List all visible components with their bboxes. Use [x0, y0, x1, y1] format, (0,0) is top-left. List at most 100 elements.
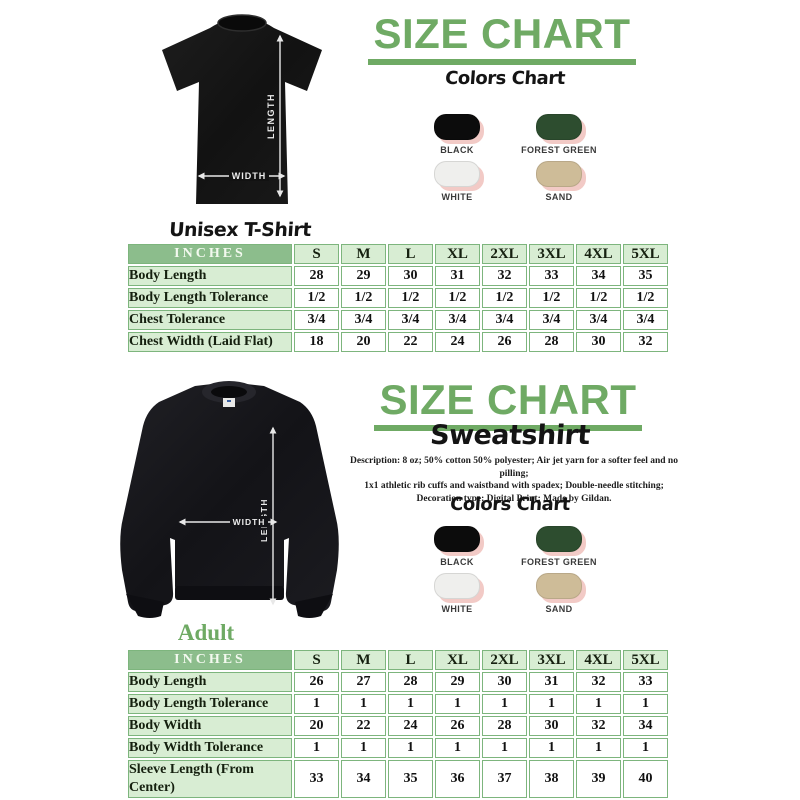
- table-cell: 3/4: [482, 310, 527, 330]
- table-cell: 1: [435, 738, 480, 758]
- color-swatch-item: FOREST GREEN: [504, 114, 614, 155]
- size-column-header: 3XL: [529, 244, 574, 264]
- table-cell: 29: [435, 672, 480, 692]
- table-cell: 22: [388, 332, 433, 352]
- table-cell: 1: [341, 738, 386, 758]
- table-cell: 1: [529, 738, 574, 758]
- color-swatch-label: SAND: [545, 192, 573, 202]
- tshirt-section-title: SIZE CHART: [368, 11, 636, 66]
- row-label: Body Length: [128, 672, 292, 692]
- color-swatch-item: SAND: [504, 573, 614, 614]
- table-cell: 29: [341, 266, 386, 286]
- table-cell: 3/4: [435, 310, 480, 330]
- table-cell: 20: [294, 716, 339, 736]
- size-column-header: XL: [435, 244, 480, 264]
- table-row: Body Length 26 27 28 29 30 31 32 33: [128, 672, 668, 692]
- sweatshirt-body: [120, 382, 339, 612]
- length-measure-label: LENGTH: [266, 93, 276, 139]
- table-cell: 26: [294, 672, 339, 692]
- table-cell: 1: [294, 738, 339, 758]
- table-cell: 33: [623, 672, 668, 692]
- table-cell: 32: [482, 266, 527, 286]
- tshirt-collar: [217, 14, 267, 32]
- table-cell: 28: [294, 266, 339, 286]
- sweatshirt-waistband: [175, 586, 284, 600]
- table-cell: 3/4: [576, 310, 621, 330]
- table-cell: 32: [623, 332, 668, 352]
- description-line: 1x1 athletic rib cuffs and waistband wit…: [364, 481, 664, 491]
- color-swatch-item: FOREST GREEN: [504, 526, 614, 567]
- row-label: Chest Tolerance: [128, 310, 292, 330]
- size-column-header: L: [388, 650, 433, 670]
- color-swatch-label: FOREST GREEN: [521, 145, 597, 155]
- table-cell: 34: [341, 760, 386, 798]
- table-cell: 36: [435, 760, 480, 798]
- table-cell: 1: [529, 694, 574, 714]
- table-cell: 1/2: [341, 288, 386, 308]
- table-cell: 1: [623, 738, 668, 758]
- tshirt-color-swatches: BLACK FOREST GREEN WHITE SAND: [412, 114, 614, 202]
- row-label: Body Width: [128, 716, 292, 736]
- tshirt-caption: Unisex T-Shirt: [168, 219, 312, 241]
- table-cell: 3/4: [623, 310, 668, 330]
- color-swatch-label: BLACK: [440, 557, 474, 567]
- table-cell: 1/2: [576, 288, 621, 308]
- table-cell: 28: [482, 716, 527, 736]
- sweatshirt-section-title: SIZE CHART: [374, 377, 642, 432]
- sweatshirt-size-table: INCHES S M L XL 2XL 3XL 4XL 5XL Body Length 26 27 28…: [126, 648, 670, 800]
- size-column-header: L: [388, 244, 433, 264]
- color-swatch-item: WHITE: [412, 161, 502, 202]
- table-cell: 3/4: [529, 310, 574, 330]
- color-swatch-forest-green: [536, 114, 582, 140]
- table-unit-header: INCHES: [128, 244, 292, 264]
- table-row: Body Length Tolerance 1/2 1/2 1/2 1/2 1/2 1/2 1…: [128, 288, 668, 308]
- table-cell: 37: [482, 760, 527, 798]
- table-row: Body Width Tolerance 1 1 1 1 1 1 1 1: [128, 738, 668, 758]
- row-label: Sleeve Length (From Center): [128, 760, 292, 798]
- table-row: Body Length 28 29 30 31 32 33 34 35: [128, 266, 668, 286]
- size-column-header: M: [341, 650, 386, 670]
- color-swatch-forest-green: [536, 526, 582, 552]
- table-cell: 1/2: [388, 288, 433, 308]
- table-cell: 18: [294, 332, 339, 352]
- table-row: Body Width 20 22 24 26 28 30 32 34: [128, 716, 668, 736]
- size-column-header: S: [294, 650, 339, 670]
- color-swatch-sand: [536, 161, 582, 187]
- size-column-header: 5XL: [623, 650, 668, 670]
- color-swatch-item: BLACK: [412, 114, 502, 155]
- color-swatch-sand: [536, 573, 582, 599]
- table-cell: 35: [388, 760, 433, 798]
- table-cell: 20: [341, 332, 386, 352]
- table-cell: 30: [388, 266, 433, 286]
- table-cell: 38: [529, 760, 574, 798]
- size-column-header: S: [294, 244, 339, 264]
- table-cell: 1: [435, 694, 480, 714]
- description-line: Description: 8 oz; 50% cotton 50% polyes…: [350, 456, 678, 479]
- table-cell: 31: [529, 672, 574, 692]
- table-cell: 3/4: [294, 310, 339, 330]
- color-swatch-white: [434, 573, 480, 599]
- table-row: Chest Tolerance 3/4 3/4 3/4 3/4 3/4 3/4 3/4 3/4: [128, 310, 668, 330]
- table-cell: 26: [435, 716, 480, 736]
- table-cell: 1/2: [529, 288, 574, 308]
- table-header-row: INCHES S M L XL 2XL 3XL 4XL 5XL: [128, 244, 668, 264]
- row-label: Body Width Tolerance: [128, 738, 292, 758]
- table-cell: 22: [341, 716, 386, 736]
- table-header-row: INCHES S M L XL 2XL 3XL 4XL 5XL: [128, 650, 668, 670]
- table-cell: 31: [435, 266, 480, 286]
- size-column-header: 4XL: [576, 244, 621, 264]
- table-cell: 34: [623, 716, 668, 736]
- size-column-header: XL: [435, 650, 480, 670]
- width-measure-label: WIDTH: [233, 517, 266, 527]
- table-cell: 1: [341, 694, 386, 714]
- color-swatch-white: [434, 161, 480, 187]
- table-cell: 33: [294, 760, 339, 798]
- color-swatch-item: BLACK: [412, 526, 502, 567]
- table-cell: 39: [576, 760, 621, 798]
- color-swatch-label: WHITE: [441, 192, 473, 202]
- table-cell: 1: [576, 738, 621, 758]
- tshirt-image: LENGTH WIDTH: [162, 14, 322, 204]
- color-swatch-item: WHITE: [412, 573, 502, 614]
- size-column-header: M: [341, 244, 386, 264]
